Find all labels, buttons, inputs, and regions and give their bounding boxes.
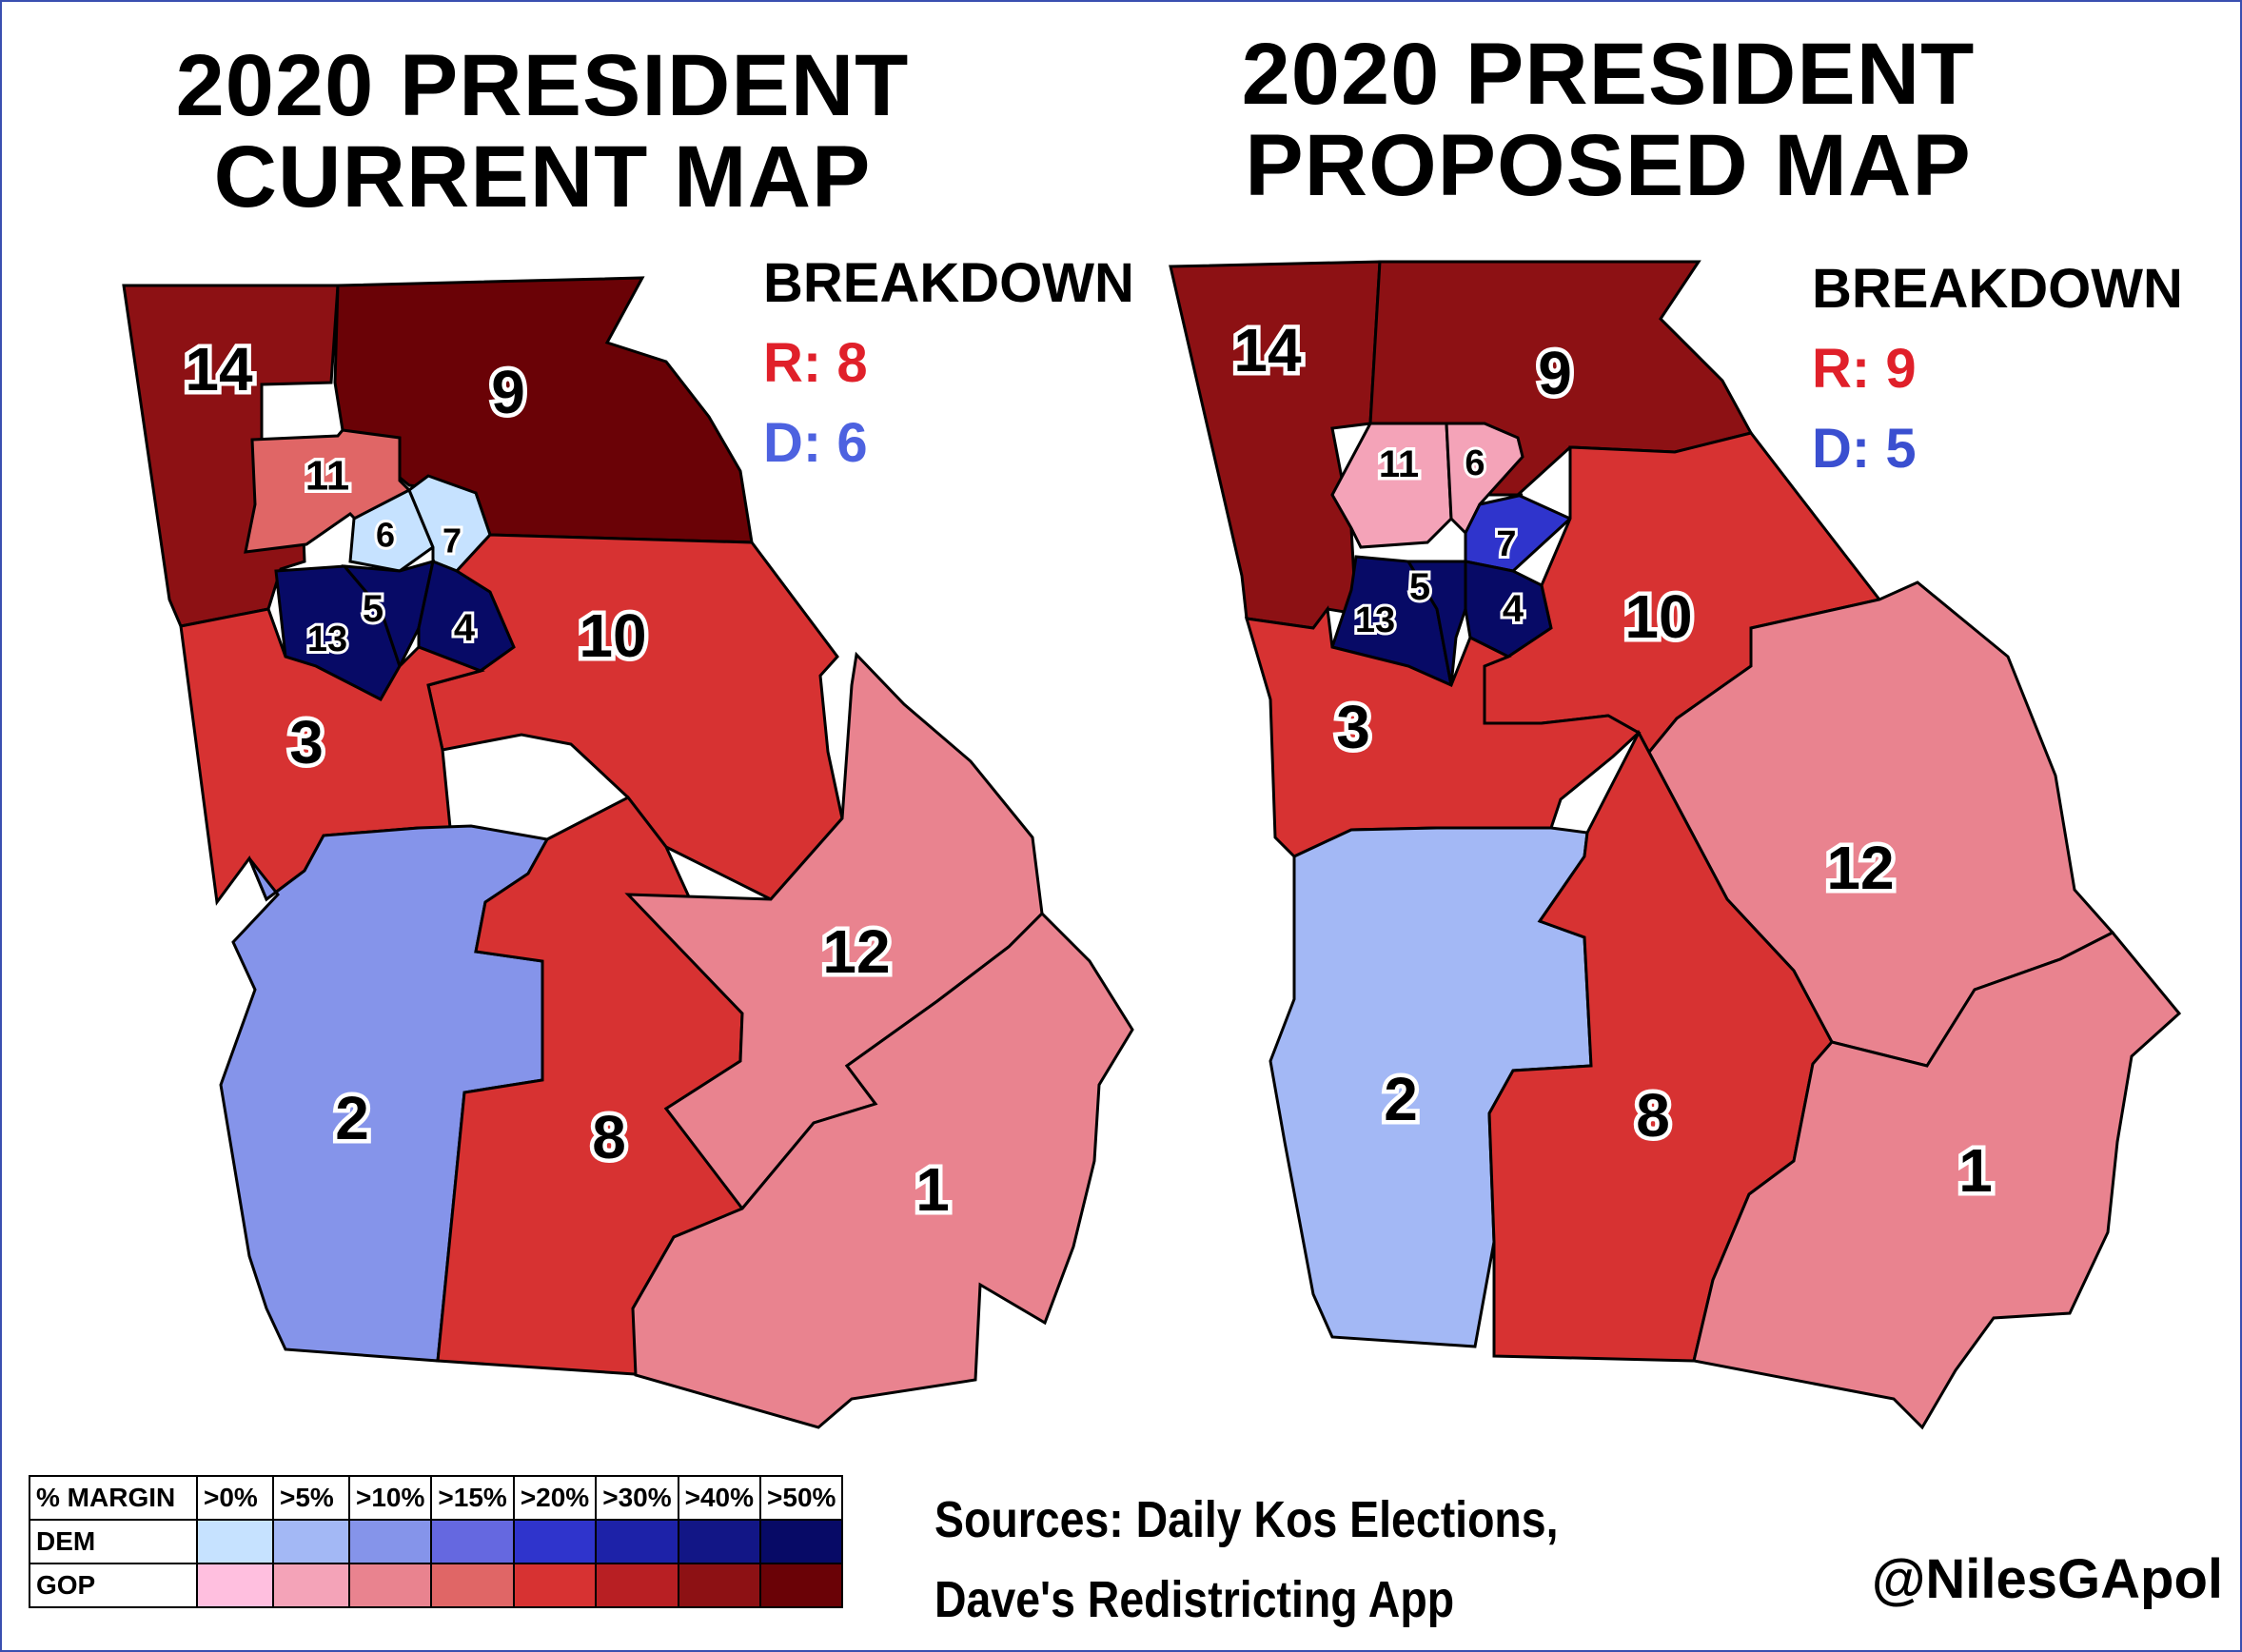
sources-line2: Dave's Redistricting App	[934, 1571, 1455, 1628]
left-title-line2: CURRENT MAP	[213, 128, 872, 226]
right-label-13: 13	[1355, 600, 1395, 640]
legend-dem-row: DEM	[29, 1519, 844, 1564]
legend-header-row: % MARGIN >0% >5% >10% >15% >20% >30% >40…	[29, 1475, 844, 1521]
legend-gop-swatch	[347, 1563, 433, 1608]
right-breakdown-header: BREAKDOWN	[1812, 258, 2183, 320]
right-label-1: 1	[1958, 1136, 1993, 1205]
legend-gop-swatch	[595, 1563, 679, 1608]
left-map-title: 2020 PRESIDENT CURRENT MAP	[152, 40, 933, 223]
legend-gop-label: GOP	[29, 1563, 198, 1608]
right-label-6: 6	[1465, 443, 1485, 483]
legend-threshold: >0%	[196, 1475, 274, 1521]
legend-gop-row: GOP	[29, 1563, 844, 1608]
legend-dem-swatch	[759, 1519, 844, 1564]
right-district-labels: 14 9 11 6 7 5 13 4 10 3 12 2 8 1	[1229, 312, 1996, 1210]
legend-dem-swatch	[196, 1519, 274, 1564]
right-map-title: 2020 PRESIDENT PROPOSED MAP	[1218, 29, 1998, 211]
left-label-1: 1	[915, 1155, 950, 1224]
legend-dem-swatch	[595, 1519, 679, 1564]
left-breakdown: BREAKDOWN R: 8 D: 6	[763, 244, 1134, 483]
legend-gop-swatch	[759, 1563, 844, 1608]
left-title-line1: 2020 PRESIDENT	[175, 37, 910, 134]
legend-gop-swatch	[512, 1563, 598, 1608]
legend-threshold: >5%	[272, 1475, 350, 1521]
left-label-12: 12	[822, 917, 890, 986]
legend-threshold: >15%	[430, 1475, 515, 1521]
legend-threshold: >30%	[595, 1475, 679, 1521]
current-map: 14 9 11 6 7 5 13 4 10 3 2 8 12 1	[122, 276, 1134, 1429]
right-district-11	[1330, 422, 1453, 549]
left-label-11: 11	[305, 453, 350, 500]
left-label-8: 8	[592, 1103, 626, 1171]
left-label-4: 4	[454, 607, 476, 649]
right-label-9: 9	[1538, 339, 1572, 407]
right-label-3: 3	[1336, 693, 1370, 761]
legend-dem-label: DEM	[29, 1519, 198, 1564]
right-label-11: 11	[1379, 443, 1419, 485]
left-label-7: 7	[442, 521, 462, 560]
right-breakdown: BREAKDOWN R: 9 D: 5	[1812, 249, 2183, 489]
legend-gop-swatch	[677, 1563, 762, 1608]
author-credit: @NilesGApol	[1871, 1548, 2223, 1610]
legend-threshold: >40%	[677, 1475, 762, 1521]
legend-threshold: >20%	[512, 1475, 598, 1521]
left-label-2: 2	[335, 1084, 369, 1152]
right-label-7: 7	[1496, 524, 1516, 564]
left-breakdown-d: D: 6	[763, 412, 868, 474]
legend-dem-swatch	[272, 1519, 350, 1564]
right-label-4: 4	[1503, 588, 1524, 630]
left-district-6	[348, 487, 435, 573]
legend-gop-swatch	[430, 1563, 515, 1608]
legend-dem-swatch	[347, 1519, 433, 1564]
left-district-10	[426, 533, 844, 901]
left-breakdown-header: BREAKDOWN	[763, 252, 1134, 314]
right-district-7	[1464, 493, 1573, 573]
left-district-1	[631, 911, 1134, 1429]
right-breakdown-d: D: 5	[1812, 418, 1917, 480]
right-district-6	[1445, 422, 1524, 536]
legend-threshold: >50%	[759, 1475, 844, 1521]
sources-text: Sources: Daily Kos Elections, Dave's Red…	[934, 1480, 1559, 1640]
right-district-1	[1692, 931, 2182, 1430]
margin-legend: % MARGIN >0% >5% >10% >15% >20% >30% >40…	[29, 1475, 844, 1608]
right-title-line2: PROPOSED MAP	[1245, 117, 1972, 214]
proposed-map: 14 9 11 6 7 5 13 4 10 3 12 2 8 1	[1169, 260, 2182, 1430]
legend-gop-swatch	[272, 1563, 350, 1608]
right-label-14: 14	[1233, 316, 1302, 384]
maps-svg: 14 9 11 6 7 5 13 4 10 3 2 8 12 1	[122, 260, 2182, 1430]
left-breakdown-r: R: 8	[763, 332, 868, 394]
right-label-2: 2	[1384, 1065, 1418, 1133]
legend-header: % MARGIN	[29, 1475, 198, 1521]
left-label-13: 13	[307, 620, 347, 659]
legend-dem-swatch	[512, 1519, 598, 1564]
right-label-12: 12	[1826, 834, 1894, 902]
legend-dem-swatch	[677, 1519, 762, 1564]
right-label-8: 8	[1636, 1081, 1670, 1150]
left-label-9: 9	[491, 358, 525, 426]
right-label-10: 10	[1624, 582, 1692, 651]
left-label-14: 14	[185, 335, 253, 403]
left-label-6: 6	[376, 516, 395, 555]
legend-gop-swatch	[196, 1563, 274, 1608]
legend-threshold: >10%	[347, 1475, 433, 1521]
left-label-10: 10	[579, 601, 646, 670]
sources-line1: Sources: Daily Kos Elections,	[934, 1491, 1559, 1548]
right-breakdown-r: R: 9	[1812, 338, 1917, 400]
right-title-line1: 2020 PRESIDENT	[1241, 26, 1976, 123]
left-district-labels: 14 9 11 6 7 5 13 4 10 3 2 8 12 1	[181, 331, 954, 1229]
left-label-3: 3	[289, 708, 324, 777]
legend-dem-swatch	[430, 1519, 515, 1564]
right-label-5: 5	[1409, 566, 1430, 608]
left-label-5: 5	[363, 588, 384, 630]
